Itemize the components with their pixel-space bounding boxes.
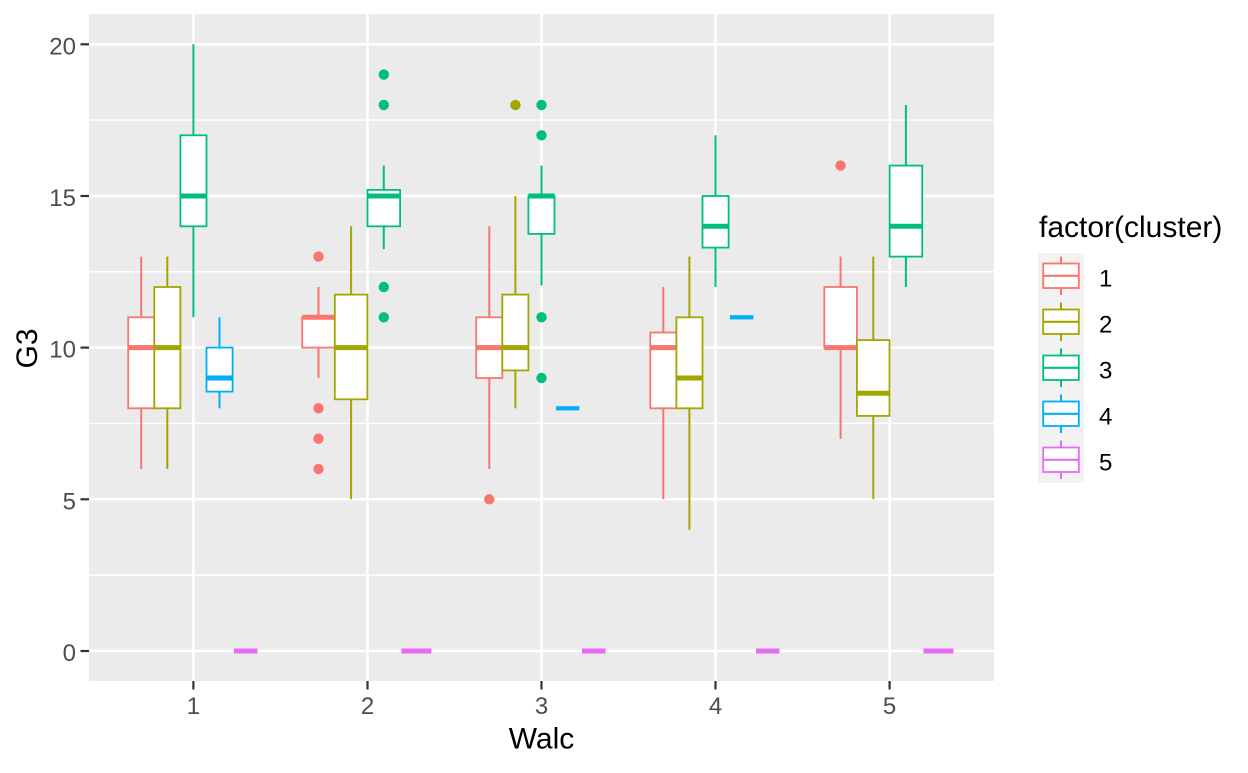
svg-text:1: 1 <box>1099 266 1112 293</box>
svg-text:5: 5 <box>63 488 76 515</box>
svg-text:factor(cluster): factor(cluster) <box>1039 211 1222 244</box>
svg-text:5: 5 <box>1099 450 1112 477</box>
svg-text:1: 1 <box>187 693 200 720</box>
svg-text:2: 2 <box>361 693 374 720</box>
svg-text:0: 0 <box>63 640 76 667</box>
svg-text:2: 2 <box>1099 312 1112 339</box>
svg-text:3: 3 <box>1099 358 1112 385</box>
svg-text:G3: G3 <box>11 328 44 368</box>
svg-text:4: 4 <box>709 693 722 720</box>
svg-text:3: 3 <box>535 693 548 720</box>
svg-text:20: 20 <box>49 33 76 60</box>
svg-text:4: 4 <box>1099 404 1112 431</box>
svg-text:15: 15 <box>49 185 76 212</box>
svg-text:Walc: Walc <box>509 723 575 756</box>
svg-text:5: 5 <box>883 693 896 720</box>
svg-text:10: 10 <box>49 337 76 364</box>
